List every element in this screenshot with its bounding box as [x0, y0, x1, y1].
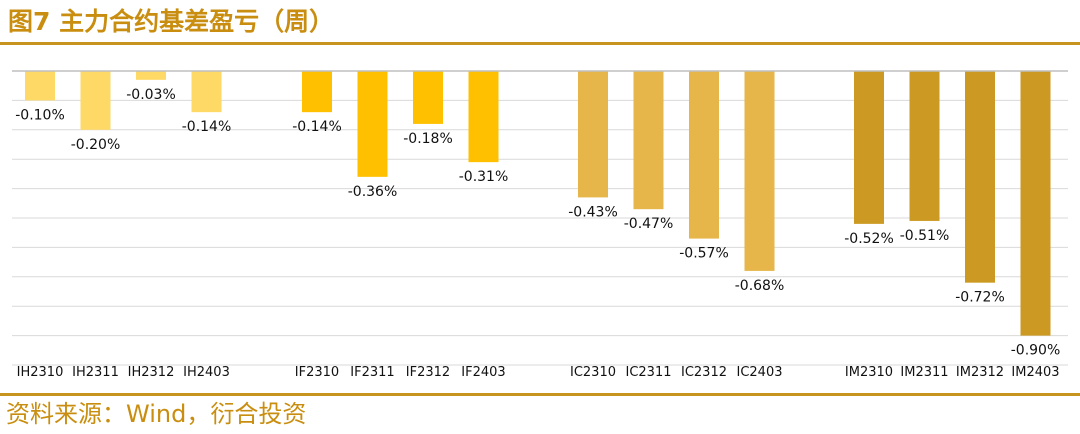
value-label-IC2311: -0.47%	[624, 216, 674, 232]
bar-IF2311	[357, 71, 388, 177]
bar-IH2311	[80, 71, 111, 130]
bar-IF2310	[302, 71, 332, 113]
x-tick-IH2310: IH2310	[17, 365, 64, 380]
bar-IM2310	[854, 71, 884, 224]
bar-IC2311	[633, 71, 664, 210]
x-tick-IM2403: IM2403	[1011, 365, 1059, 380]
bar-IM2312	[965, 71, 995, 283]
value-label-IH2310: -0.10%	[15, 107, 65, 123]
value-label-IF2312: -0.18%	[403, 131, 453, 147]
x-tick-IC2403: IC2403	[737, 365, 783, 380]
x-tick-IF2403: IF2403	[461, 365, 505, 380]
value-label-IM2311: -0.51%	[900, 228, 950, 244]
bar-IM2311	[909, 71, 940, 221]
source-divider	[0, 393, 1080, 396]
bar-IC2310	[578, 71, 608, 198]
title-divider	[0, 42, 1080, 45]
x-tick-IF2311: IF2311	[350, 365, 394, 380]
bar-IF2312	[413, 71, 443, 124]
value-label-IF2310: -0.14%	[292, 119, 342, 135]
x-tick-IH2403: IH2403	[183, 365, 230, 380]
bar-IM2403	[1020, 71, 1051, 336]
chart-title: 图7 主力合约基差盈亏（周）	[8, 7, 335, 36]
bar-IH2310	[25, 71, 55, 101]
bar-IC2312	[689, 71, 719, 239]
bars	[25, 71, 1051, 336]
value-label-IC2312: -0.57%	[679, 246, 729, 262]
value-label-IH2403: -0.14%	[182, 119, 232, 135]
source-note: 资料来源：Wind，衍合投资	[6, 400, 307, 428]
bar-IC2403	[744, 71, 775, 271]
x-tick-IC2310: IC2310	[570, 365, 616, 380]
x-tick-IM2311: IM2311	[900, 365, 948, 380]
x-tick-IH2311: IH2311	[72, 365, 119, 380]
x-tick-IF2310: IF2310	[295, 365, 339, 380]
x-tick-IF2312: IF2312	[406, 365, 450, 380]
bar-IH2403	[191, 71, 222, 113]
x-tick-IH2312: IH2312	[128, 365, 175, 380]
value-label-IH2312: -0.03%	[126, 87, 176, 103]
x-tick-IM2312: IM2312	[956, 365, 1004, 380]
gridlines	[12, 99, 1068, 366]
value-labels: -0.10% -0.20% -0.03% -0.14% -0.14% -0.36% -0.1…	[15, 87, 1060, 359]
value-label-IM2312: -0.72%	[955, 290, 1005, 306]
bar-IH2312	[136, 71, 166, 80]
value-label-IH2311: -0.20%	[71, 137, 121, 153]
bar-chart: -0.10% -0.20% -0.03% -0.14% -0.14% -0.36% -0.1…	[12, 70, 1068, 380]
x-tick-labels: IH2310 IH2311 IH2312 IH2403 IF2310 IF2311 IF23…	[17, 365, 1060, 380]
x-tick-IC2312: IC2312	[681, 365, 727, 380]
value-label-IF2311: -0.36%	[348, 184, 398, 200]
x-tick-IM2310: IM2310	[845, 365, 893, 380]
value-label-IC2310: -0.43%	[568, 204, 618, 220]
value-label-IM2310: -0.52%	[844, 231, 894, 247]
value-label-IM2403: -0.90%	[1011, 343, 1061, 359]
bar-IF2403	[468, 71, 499, 163]
value-label-IF2403: -0.31%	[459, 169, 509, 185]
x-tick-IC2311: IC2311	[626, 365, 672, 380]
value-label-IC2403: -0.68%	[735, 278, 785, 294]
